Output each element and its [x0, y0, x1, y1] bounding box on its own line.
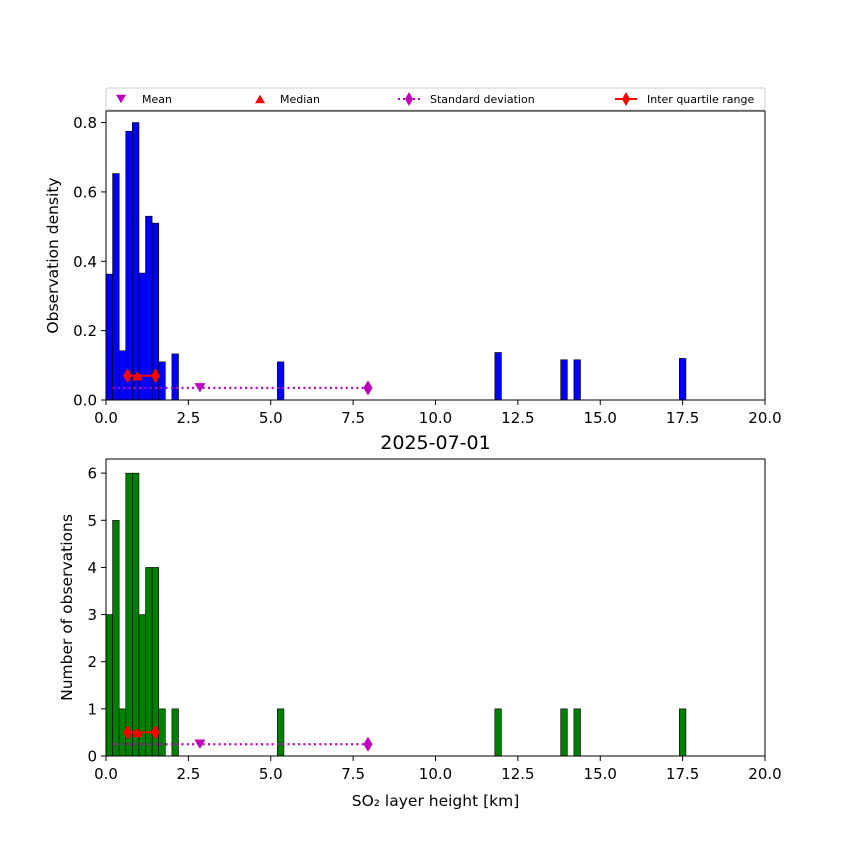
top-histogram-bar	[112, 173, 120, 401]
top-y-tick-label: 0.2	[73, 322, 97, 340]
top-histogram-bar	[171, 353, 179, 401]
bottom-ylabel: Number of observations	[58, 514, 76, 701]
top-histogram-bar	[573, 359, 581, 401]
top-mean-marker	[194, 383, 206, 393]
top-y-tick-label: 0.8	[73, 114, 97, 132]
top-histogram-bar	[277, 361, 285, 401]
top-iqr-marker-high	[150, 368, 160, 384]
top-x-tick-label: 17.5	[666, 409, 699, 427]
bottom-histogram-bar	[560, 708, 568, 757]
bottom-histogram-bar	[277, 708, 285, 757]
legend-label-std: Standard deviation	[430, 93, 535, 106]
top-iqr-marker-low	[122, 368, 132, 384]
legend-frame	[105, 87, 766, 111]
top-ylabel: Observation density	[44, 177, 62, 333]
bottom-mean-marker	[194, 739, 206, 749]
bottom-histogram-bar	[112, 519, 120, 757]
bottom-y-tick-label: 6	[87, 465, 97, 483]
bottom-y-tick-label: 5	[87, 512, 97, 530]
bottom-iqr-marker-low	[122, 724, 132, 740]
top-histogram-bar	[132, 122, 140, 401]
bottom-x-tick-label: 12.5	[501, 765, 534, 783]
bottom-histogram-bar	[171, 708, 179, 757]
top-x-tick-label: 12.5	[501, 409, 534, 427]
bottom-std-marker	[363, 736, 373, 752]
legend-label-median: Median	[280, 93, 320, 106]
bottom-xlabel: SO₂ layer height [km]	[352, 792, 520, 810]
top-std-marker	[363, 380, 373, 396]
bottom-y-tick-label: 0	[87, 748, 97, 766]
top-x-tick-label: 0.0	[94, 409, 118, 427]
top-histogram-bar	[138, 272, 146, 401]
legend-label-iqr: Inter quartile range	[647, 93, 754, 106]
bottom-histogram-bar	[679, 708, 687, 757]
legend-std-icon	[405, 92, 413, 106]
top-histogram-bar	[105, 273, 113, 401]
bottom-x-tick-label: 2.5	[176, 765, 200, 783]
bottom-x-tick-label: 15.0	[584, 765, 617, 783]
legend-label-mean: Mean	[142, 93, 172, 106]
legend: Mean Median Standard deviation Inter qua…	[105, 87, 766, 111]
top-histogram-bar	[679, 358, 687, 401]
top-y-tick-label: 0.6	[73, 183, 97, 201]
bottom-title: 2025-07-01	[380, 432, 490, 454]
legend-mean-icon	[116, 94, 126, 104]
bottom-x-tick-label: 17.5	[666, 765, 699, 783]
bottom-x-tick-label: 10.0	[419, 765, 452, 783]
bottom-iqr-marker-high	[150, 724, 160, 740]
bottom-histogram-bar	[573, 708, 581, 757]
top-y-tick-label: 0.0	[73, 392, 97, 410]
bottom-x-tick-label: 0.0	[94, 765, 118, 783]
top-y-tick-label: 0.4	[73, 253, 97, 271]
bottom-histogram-bar	[494, 708, 502, 757]
top-histogram-bar	[560, 359, 568, 401]
top-x-tick-label: 20.0	[748, 409, 781, 427]
top-x-tick-label: 5.0	[259, 409, 283, 427]
bottom-x-tick-label: 5.0	[259, 765, 283, 783]
top-histogram-bar	[125, 130, 133, 401]
bottom-y-tick-label: 4	[87, 559, 97, 577]
top-x-tick-label: 15.0	[584, 409, 617, 427]
top-median-marker	[131, 371, 143, 381]
bottom-panel: 2025-07-01 0.0 2.5 5.0 7.5 10.0 12.5 15.0 17.5 2…	[58, 432, 782, 810]
top-histogram-bar	[158, 361, 166, 401]
bottom-y-tick-label: 2	[87, 653, 97, 671]
bottom-histogram-bar	[145, 567, 153, 757]
bottom-histogram-bar	[105, 614, 113, 757]
bottom-x-tick-label: 7.5	[341, 765, 365, 783]
top-histogram-bar	[494, 352, 502, 401]
bottom-y-tick-label: 1	[87, 700, 97, 718]
bottom-histogram-bar	[132, 472, 140, 757]
top-panel: 0.0 2.5 5.0 7.5 10.0 12.5 15.0 17.5 20.0 0.0 0.2 0.…	[44, 110, 782, 427]
bottom-x-tick-label: 20.0	[748, 765, 781, 783]
top-x-tick-label: 2.5	[176, 409, 200, 427]
bottom-y-tick-label: 3	[87, 606, 97, 624]
top-histogram-bar	[145, 215, 153, 401]
bottom-histogram-bar	[125, 472, 133, 757]
legend-iqr-icon	[622, 92, 630, 106]
top-x-tick-label: 7.5	[341, 409, 365, 427]
top-x-tick-label: 10.0	[419, 409, 452, 427]
bottom-median-marker	[131, 727, 143, 738]
legend-median-icon	[255, 94, 265, 104]
